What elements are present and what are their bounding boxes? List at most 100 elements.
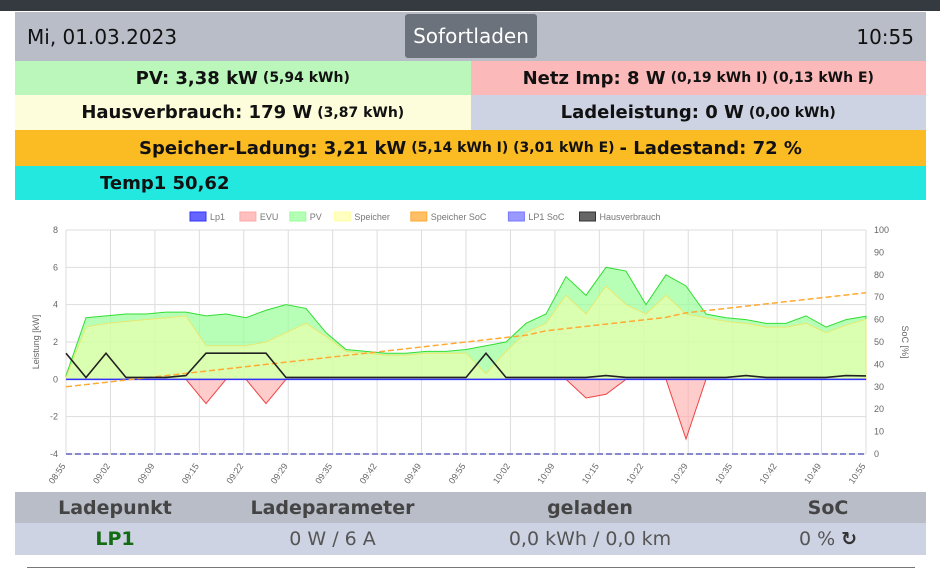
legend-item: Speicher — [333, 211, 390, 222]
legend-item: Speicher SoC — [410, 211, 487, 222]
divider — [27, 567, 915, 568]
x-tick-label: 09:09 — [135, 461, 156, 485]
battery-energy: (5,14 kWh I) (3,01 kWh E) — [411, 140, 615, 156]
header: Mi, 01.03.2023 Sofortladen 10:55 — [15, 12, 926, 61]
battery-cell: Speicher-Ladung: 3,21 kW (5,14 kWh I) (3,… — [15, 130, 926, 166]
house-energy: (3,87 kWh) — [317, 104, 405, 121]
x-tick-label: 10:22 — [624, 461, 645, 485]
y-tick-label: 2 — [53, 337, 58, 347]
y2-tick-label: 70 — [874, 292, 884, 302]
y2-tick-label: 50 — [874, 337, 884, 347]
x-tick-label: 10:35 — [713, 461, 734, 485]
legend-item: Lp1 — [189, 211, 225, 222]
x-tick-label: 09:29 — [269, 461, 290, 485]
y2-tick-label: 60 — [874, 315, 884, 325]
lp1-name[interactable]: LP1 — [95, 528, 135, 550]
refresh-icon[interactable]: ↻ — [841, 528, 858, 550]
y-tick-label: 4 — [53, 300, 58, 310]
legend-label: Speicher SoC — [431, 212, 487, 222]
legend-label: EVU — [260, 212, 279, 222]
charge-energy: (0,00 kWh) — [748, 104, 836, 121]
y2-tick-label: 20 — [874, 404, 884, 414]
y-tick-label: -2 — [50, 412, 58, 422]
legend-swatch — [410, 211, 428, 222]
x-tick-label: 10:42 — [758, 461, 779, 485]
col-soc: SoC — [807, 496, 849, 519]
lp1-param: 0 W / 6 A — [289, 528, 376, 550]
y2-tick-label: 10 — [874, 427, 884, 437]
charge-power: Ladeleistung: 0 W — [560, 102, 744, 123]
x-tick-label: 08:55 — [47, 461, 68, 485]
legend-swatch — [239, 211, 257, 222]
y2-tick-label: 40 — [874, 359, 884, 369]
x-tick-label: 09:55 — [447, 461, 468, 485]
x-tick-label: 09:22 — [224, 461, 245, 485]
legend-label: Hausverbrauch — [600, 212, 661, 222]
x-tick-label: 10:29 — [669, 461, 690, 485]
legend-swatch — [333, 211, 351, 222]
temperature: Temp1 50,62 — [100, 172, 230, 194]
grid-power: Netz Imp: 8 W — [522, 67, 666, 89]
charge-mode-button[interactable]: Sofortladen — [405, 14, 537, 58]
y2-tick-label: 0 — [874, 449, 879, 459]
time: 10:55 — [856, 25, 914, 49]
legend-label: Speicher — [354, 212, 390, 222]
legend-item: LP1 SoC — [507, 211, 565, 222]
col-ladeparameter: Ladeparameter — [250, 496, 415, 519]
legend-label: PV — [310, 212, 322, 222]
x-tick-label: 09:49 — [402, 461, 423, 485]
series-speicher — [65, 285, 867, 380]
pv-energy: (5,94 kWh) — [262, 70, 350, 86]
table-header: Ladepunkt Ladeparameter geladen SoC — [15, 492, 926, 523]
pv-cell: PV: 3,38 kW (5,94 kWh) — [15, 61, 471, 95]
legend-item: PV — [289, 211, 322, 222]
col-geladen: geladen — [547, 496, 633, 519]
legend-item: Hausverbrauch — [579, 211, 661, 222]
legend-swatch — [289, 211, 307, 222]
y2-tick-label: 100 — [874, 225, 889, 235]
legend-swatch — [579, 211, 596, 222]
y2-tick-label: 30 — [874, 382, 884, 392]
lp1-soc: 0 % — [798, 528, 836, 550]
x-tick-label: 10:02 — [491, 461, 512, 485]
y-axis-label: Leistung [kW] — [31, 315, 41, 370]
top-bar — [0, 0, 940, 11]
x-tick-label: 09:42 — [358, 461, 379, 485]
series-speicher-soc — [65, 291, 867, 388]
power-row-1: PV: 3,38 kW (5,94 kWh) Netz Imp: 8 W (0,19… — [15, 61, 926, 95]
grid-energy: (0,19 kWh I) (0,13 kWh E) — [670, 70, 874, 86]
temp-row: Temp1 50,62 — [15, 166, 926, 200]
battery-soc: - Ladestand: 72 % — [619, 137, 802, 159]
battery-power: Speicher-Ladung: 3,21 kW — [139, 137, 407, 159]
legend-swatch — [189, 211, 207, 222]
table-row: LP1 0 W / 6 A 0,0 kWh / 0,0 km 0 % ↻ — [15, 523, 926, 555]
y2-axis-label: SoC [%] — [900, 325, 910, 358]
date: Mi, 01.03.2023 — [27, 25, 178, 49]
house-power: Hausverbrauch: 179 W — [81, 102, 313, 123]
grid-cell: Netz Imp: 8 W (0,19 kWh I) (0,13 kWh E) — [470, 61, 926, 95]
x-tick-label: 09:35 — [313, 461, 334, 485]
legend-item: EVU — [239, 211, 279, 222]
series-hausverbrauch — [65, 351, 867, 379]
legend-label: LP1 SoC — [528, 212, 565, 222]
legend-swatch — [507, 211, 525, 222]
legend-label: Lp1 — [210, 212, 225, 222]
x-tick-label: 10:09 — [535, 461, 556, 485]
x-tick-label: 10:15 — [580, 461, 601, 485]
x-tick-label: 10:49 — [802, 461, 823, 485]
x-tick-label: 10:55 — [847, 461, 868, 485]
pv-power: PV: 3,38 kW — [135, 67, 258, 89]
y2-tick-label: 80 — [874, 270, 884, 280]
y-tick-label: 0 — [53, 374, 58, 384]
col-ladepunkt: Ladepunkt — [58, 496, 172, 519]
y-tick-label: 8 — [53, 225, 58, 235]
x-tick-label: 09:15 — [180, 461, 201, 485]
charge-cell: Ladeleistung: 0 W (0,00 kWh) — [470, 95, 926, 130]
y2-tick-label: 90 — [874, 247, 884, 257]
battery-row: Speicher-Ladung: 3,21 kW (5,14 kWh I) (3,… — [15, 130, 926, 166]
x-tick-label: 09:02 — [91, 461, 112, 485]
lp1-soc-cell: 0 % ↻ — [730, 523, 926, 555]
house-cell: Hausverbrauch: 179 W (3,87 kWh) — [15, 95, 471, 130]
power-row-2: Hausverbrauch: 179 W (3,87 kWh) Ladeleist… — [15, 95, 926, 130]
